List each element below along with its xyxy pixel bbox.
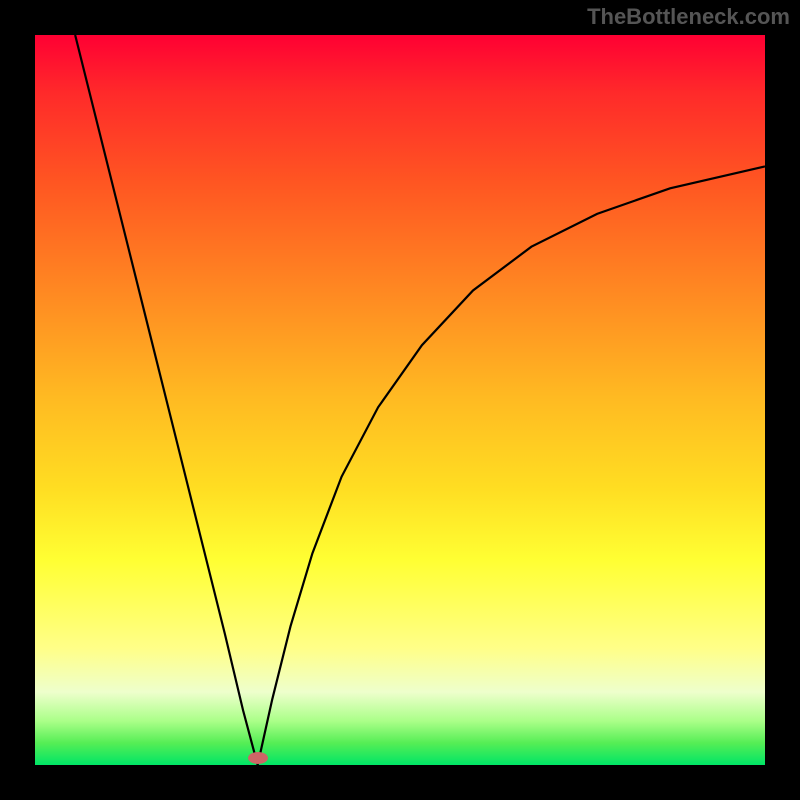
bottleneck-curve (35, 35, 765, 765)
watermark-text: TheBottleneck.com (587, 4, 790, 30)
chart-plot-area (35, 35, 765, 765)
optimum-marker (248, 752, 268, 764)
curve-path (75, 35, 765, 765)
